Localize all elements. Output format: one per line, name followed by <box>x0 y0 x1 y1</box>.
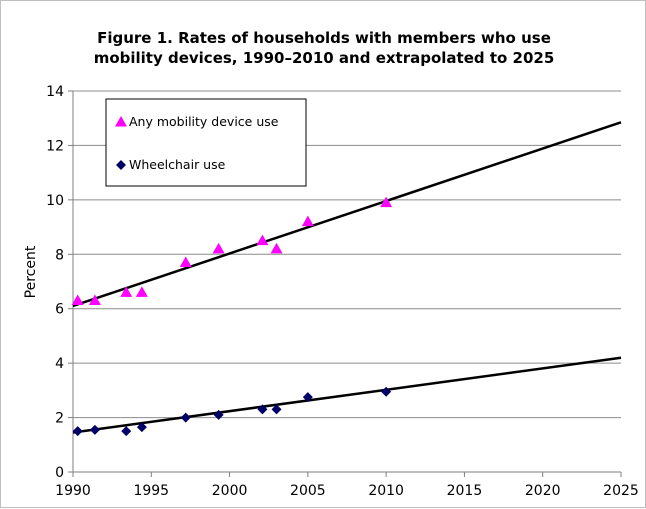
data-point-any-mobility-8 <box>301 215 314 227</box>
tick-labels: 0 2 4 6 8 10 12 14 1990 1995 2000 2005 2010 2015 2020 2… <box>46 84 639 499</box>
data-point-wheelchair-7 <box>271 404 282 415</box>
y-tick-label-8: 8 <box>55 247 64 263</box>
data-point-wheelchair-9 <box>381 386 392 397</box>
trend-lines <box>72 121 622 434</box>
data-point-any-mobility-5 <box>212 242 225 254</box>
legend: Any mobility device use Wheelchair use <box>105 98 307 187</box>
legend-diamond-icon <box>116 160 126 170</box>
data-point-wheelchair-3 <box>136 422 147 433</box>
y-tick-label-0: 0 <box>55 465 64 481</box>
data-point-wheelchair-4 <box>180 412 191 423</box>
trend-line-wheelchair <box>72 356 622 434</box>
data-point-wheelchair-2 <box>121 426 132 437</box>
x-tick-label-1995: 1995 <box>133 483 169 499</box>
data-point-wheelchair-5 <box>213 409 224 420</box>
legend-marker-any-mobility <box>115 116 127 127</box>
trend-line-any-mobility <box>72 121 622 308</box>
data-point-wheelchair-1 <box>89 424 100 435</box>
data-point-any-mobility-7 <box>270 242 283 254</box>
data-point-any-mobility-9 <box>380 196 393 208</box>
x-tick-label-2025: 2025 <box>603 483 639 499</box>
x-tick-label-2015: 2015 <box>447 483 483 499</box>
axes <box>68 90 622 477</box>
data-point-any-mobility-1 <box>88 294 101 306</box>
x-tick-label-2000: 2000 <box>212 483 248 499</box>
data-point-wheelchair-6 <box>257 404 268 415</box>
legend-triangle-icon <box>115 116 127 127</box>
data-point-wheelchair-8 <box>302 392 313 403</box>
data-point-any-mobility-0 <box>71 294 84 306</box>
y-tick-label-14: 14 <box>46 84 64 100</box>
y-tick-label-12: 12 <box>46 138 64 154</box>
data-point-any-mobility-6 <box>256 234 269 246</box>
legend-label-wheelchair: Wheelchair use <box>129 157 226 172</box>
x-tick-label-1990: 1990 <box>55 483 91 499</box>
data-point-any-mobility-2 <box>120 286 133 297</box>
x-tick-label-2005: 2005 <box>290 483 326 499</box>
y-tick-label-6: 6 <box>55 302 64 318</box>
x-tick-label-2020: 2020 <box>525 483 561 499</box>
y-tick-label-10: 10 <box>46 193 64 209</box>
legend-marker-wheelchair <box>116 160 126 170</box>
y-axis-title: Percent <box>23 245 39 298</box>
legend-label-any-mobility: Any mobility device use <box>129 114 279 129</box>
legend-box <box>105 98 307 187</box>
data-point-any-mobility-3 <box>135 286 148 297</box>
x-tick-label-2010: 2010 <box>368 483 404 499</box>
chart-title-line-1: Figure 1. Rates of households with membe… <box>97 29 551 47</box>
data-point-any-mobility-4 <box>179 256 192 267</box>
y-tick-label-4: 4 <box>55 356 64 372</box>
data-points <box>71 196 393 437</box>
chart-title-line-2: mobility devices, 1990–2010 and extrapol… <box>94 49 555 67</box>
data-point-wheelchair-0 <box>72 426 83 437</box>
y-tick-label-2: 2 <box>55 411 64 427</box>
